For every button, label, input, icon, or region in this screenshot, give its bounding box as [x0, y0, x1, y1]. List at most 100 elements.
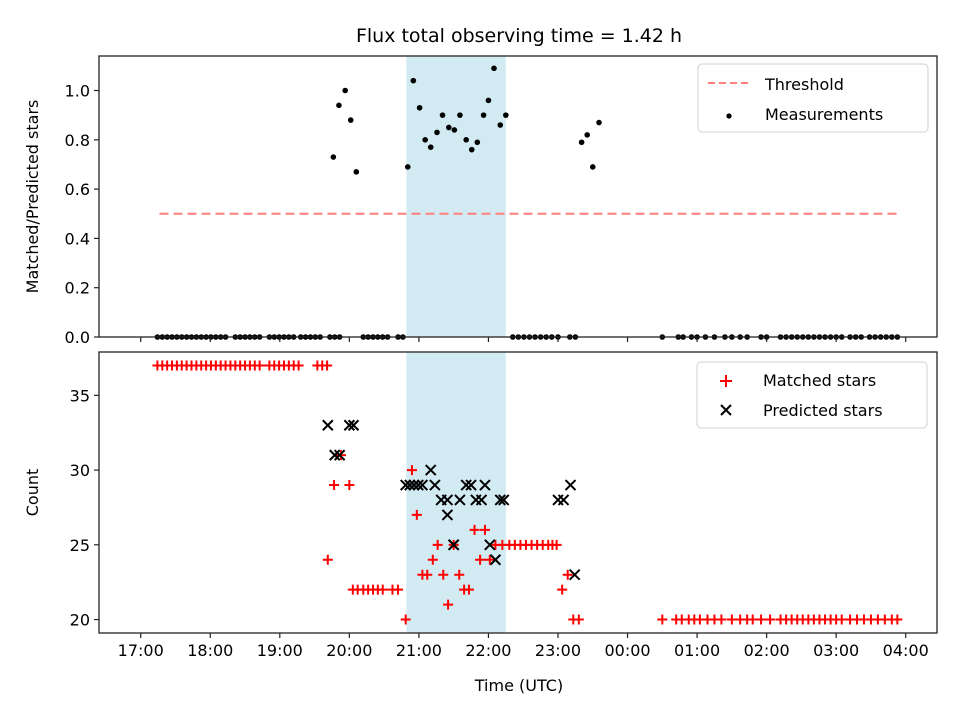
measurement-point: [336, 102, 342, 109]
predicted-star-mark: [441, 509, 454, 521]
matched-star-mark: [454, 569, 465, 580]
measurement-point: [342, 87, 348, 94]
predicted-star-mark: [408, 479, 420, 491]
ratio-axes: 0.0 0.2 0.4 0.6 0.8 1.0 Matched/Predicted sta…: [23, 55, 938, 347]
matched-star-mark: [422, 569, 433, 580]
matched-star-mark: [484, 554, 495, 565]
measurement-point: [347, 117, 354, 123]
measurement-point: [446, 124, 452, 131]
predicted-star-mark: [494, 494, 506, 506]
predicted-star-mark: [322, 419, 334, 431]
measurement-point: [439, 112, 446, 118]
matched-star-mark: [411, 509, 422, 520]
predicted-star-mark: [465, 479, 477, 491]
measurement-point: [434, 129, 440, 136]
matched-star-mark: [427, 554, 438, 565]
predicted-star-mark: [412, 479, 424, 491]
y-tick-label: 1.0: [65, 82, 90, 101]
matched-star-mark: [469, 524, 480, 535]
matched-star-mark: [756, 614, 767, 625]
y-tick-label: 20: [70, 611, 90, 630]
ratio-y-label: Matched/Predicted stars: [23, 100, 42, 294]
predicted-star-mark: [564, 479, 577, 491]
predicted-star-mark: [454, 494, 466, 506]
matched-star-mark: [551, 539, 562, 550]
y-tick-label: 0.4: [65, 229, 90, 248]
measurement-point: [410, 77, 417, 84]
measurement-point: [491, 65, 497, 72]
count-axes: 20 25 30 35 17:00 18:00 19:00 20:00 21:00 22:00 2…: [23, 351, 938, 695]
measurement-point: [584, 132, 590, 138]
matched-legend-label: Matched stars: [763, 371, 876, 390]
matched-star-mark: [393, 584, 404, 595]
matched-star-mark: [726, 614, 737, 625]
measurement-point: [457, 112, 463, 118]
matched-star-mark: [254, 360, 265, 371]
y-tick-label: 0.2: [65, 279, 90, 298]
matched-star-mark: [479, 524, 490, 535]
predicted-star-mark: [399, 479, 412, 491]
measurement-point: [330, 154, 337, 160]
predicted-star-mark: [347, 419, 360, 431]
measurement-point: [468, 146, 475, 153]
measurements-legend-swatch: [726, 113, 732, 119]
y-tick-label: 30: [70, 461, 90, 480]
matched-star-mark: [747, 614, 758, 625]
measurement-point: [485, 97, 492, 104]
measurement-point: [463, 137, 469, 143]
matched-star-mark: [329, 480, 340, 491]
predicted-star-mark: [441, 494, 454, 506]
predicted-star-mark: [557, 494, 570, 506]
observing-span-bottom: [406, 352, 506, 633]
matched-star-mark: [443, 599, 454, 610]
measurement-point: [578, 139, 585, 146]
x-tick-label: 21:00: [396, 641, 442, 660]
count-y-label: Count: [23, 469, 42, 517]
measurement-point: [422, 137, 428, 143]
count-y-ticks: 20 25 30 35: [70, 386, 99, 630]
predicted-star-mark: [333, 449, 346, 461]
matched-star-mark: [400, 614, 411, 625]
x-tick-label: 17:00: [118, 641, 164, 660]
matched-star-mark: [432, 539, 443, 550]
matched-star-mark: [557, 584, 568, 595]
matched-star-mark: [716, 614, 727, 625]
x-tick-label: 22:00: [465, 641, 511, 660]
predicted-star-mark: [343, 419, 356, 431]
count-legend-box: [696, 361, 928, 429]
count-marks: [152, 360, 903, 625]
count-x-ticks: 17:00 18:00 19:00 20:00 21:00 22:00 23:00 00:00…: [118, 633, 929, 660]
predicted-star-mark: [447, 539, 460, 551]
ratio-legend-box: [697, 63, 929, 133]
predicted-star-mark: [484, 539, 496, 551]
ratio-x-ticks: [140, 337, 907, 342]
ratio-axes-frame: [98, 55, 938, 338]
y-tick-label: 0.8: [65, 131, 90, 150]
predicted-star-mark: [416, 479, 429, 491]
x-tick-label: 04:00: [883, 641, 929, 660]
y-tick-label: 0.0: [65, 328, 90, 347]
measurement-point: [480, 112, 487, 118]
predicted-star-mark: [489, 554, 502, 566]
matched-star-mark: [657, 614, 668, 625]
x-tick-label: 03:00: [813, 641, 859, 660]
y-tick-label: 0.6: [65, 180, 90, 199]
x-tick-label: 02:00: [744, 641, 790, 660]
measurement-point: [404, 164, 411, 170]
measurement-point: [589, 164, 596, 170]
predicted-legend-label: Predicted stars: [763, 401, 883, 420]
matched-star-mark: [765, 614, 776, 625]
y-tick-label: 35: [70, 386, 90, 405]
predicted-star-mark: [429, 479, 441, 491]
measurement-point: [353, 169, 360, 175]
x-tick-label: 01:00: [674, 641, 720, 660]
predicted-star-mark: [425, 464, 437, 476]
matched-star-mark: [562, 569, 573, 580]
chart-title: Flux total observing time = 1.42 h: [356, 25, 682, 47]
matched-star-mark: [406, 465, 417, 476]
y-tick-label: 25: [70, 536, 90, 555]
matched-star-mark: [322, 360, 333, 371]
matched-star-mark: [344, 480, 355, 491]
ratio-y-ticks: 0.0 0.2 0.4 0.6 0.8 1.0: [65, 82, 99, 347]
matched-star-mark: [573, 614, 584, 625]
